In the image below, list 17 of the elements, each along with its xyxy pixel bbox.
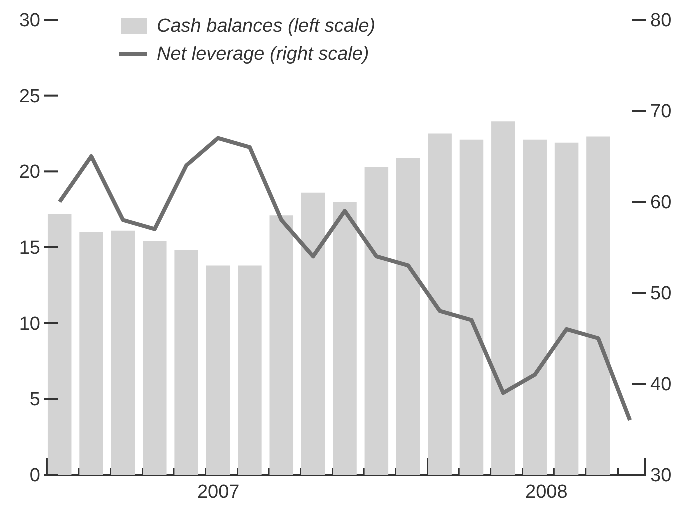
text: 2007 — [197, 482, 240, 503]
y2-tick-label: 70 — [650, 102, 672, 122]
y2-tick-label: 30 — [650, 466, 672, 486]
y-tick-label: 0 — [30, 466, 40, 486]
y2-tick-label: 50 — [650, 284, 672, 304]
y-tick-label: 10 — [19, 314, 40, 335]
y2-tick-label: 60 — [650, 192, 672, 214]
legend-label: Cash balances (left scale) — [157, 16, 376, 37]
y-tick-label: 30 — [19, 10, 40, 32]
y-tick-label: 25 — [19, 86, 40, 108]
legend-label: Net leverage (right scale) — [157, 44, 370, 65]
y-tick-label: 5 — [30, 390, 40, 411]
y2-tick-label: 40 — [650, 374, 672, 396]
y2-tick-label: 80 — [650, 10, 672, 32]
y-tick-label: 20 — [19, 162, 40, 184]
text: 2008 — [526, 482, 568, 503]
y-tick-label: 15 — [19, 238, 40, 259]
